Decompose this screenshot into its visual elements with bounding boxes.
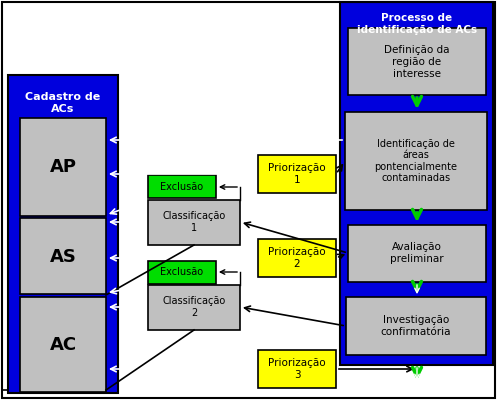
Bar	[148, 285, 240, 330]
Bar	[148, 200, 240, 245]
Bar	[258, 350, 336, 388]
Text: AP: AP	[50, 158, 77, 176]
Text: Processo de
identificação de ACs: Processo de identificação de ACs	[357, 13, 477, 35]
Bar	[20, 118, 106, 216]
Bar	[258, 239, 336, 277]
Bar	[258, 155, 336, 193]
Text: AS: AS	[50, 248, 77, 266]
Bar	[348, 28, 486, 95]
Bar	[340, 2, 493, 365]
Bar	[345, 112, 487, 210]
Text: Exclusão: Exclusão	[161, 267, 204, 277]
Text: Priorização
1: Priorização 1	[268, 163, 326, 185]
Text: Classificação
2: Classificação 2	[163, 296, 226, 318]
Text: Avaliação
preliminar: Avaliação preliminar	[390, 242, 444, 264]
Bar	[20, 297, 106, 392]
Bar	[8, 75, 118, 393]
Text: Classificação
1: Classificação 1	[163, 211, 226, 233]
Bar	[348, 225, 486, 282]
Text: Investigação
confirmatória: Investigação confirmatória	[381, 315, 451, 337]
Text: Definição da
região de
interesse: Definição da região de interesse	[384, 45, 450, 78]
Bar	[20, 218, 106, 294]
Bar	[346, 297, 486, 355]
Bar	[148, 261, 216, 284]
Text: Cadastro de
ACs: Cadastro de ACs	[25, 92, 100, 114]
Bar	[148, 175, 216, 198]
Text: Priorização
2: Priorização 2	[268, 247, 326, 269]
Text: AC: AC	[49, 336, 77, 354]
Text: Exclusão: Exclusão	[161, 182, 204, 192]
Text: Priorização
3: Priorização 3	[268, 358, 326, 380]
Text: Identificação de
áreas
pontencialmente
contaminadas: Identificação de áreas pontencialmente c…	[375, 139, 458, 183]
